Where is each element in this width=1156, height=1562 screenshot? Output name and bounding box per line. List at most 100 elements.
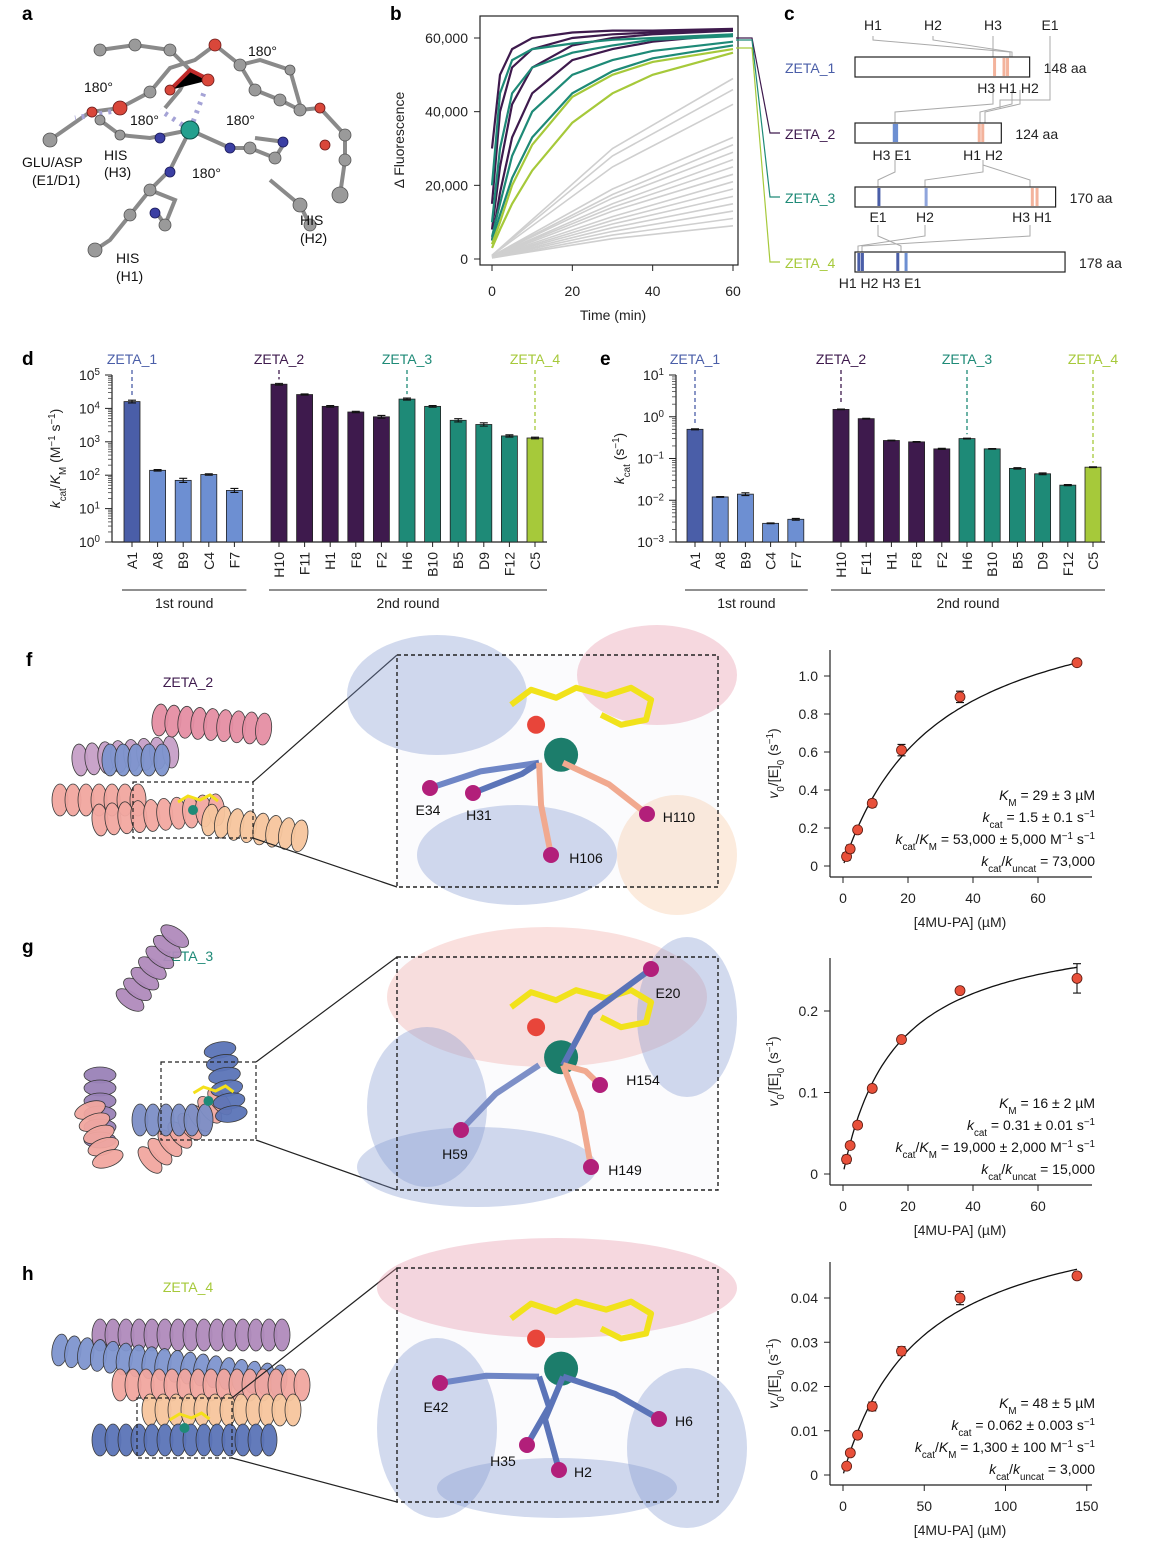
residue-mark bbox=[892, 124, 896, 142]
rotation-label: 180° bbox=[192, 165, 221, 181]
connector-line bbox=[877, 225, 902, 252]
text-part: −1 bbox=[765, 1041, 776, 1052]
text-part: cat bbox=[974, 1128, 987, 1139]
variant-label: ZETA_4 bbox=[1068, 351, 1119, 367]
y-tick-label: 105 bbox=[79, 367, 101, 384]
bar-F8 bbox=[908, 441, 925, 543]
background-helix bbox=[377, 1338, 497, 1518]
residue-sticks bbox=[560, 966, 653, 1067]
error-bar bbox=[988, 447, 997, 450]
residue-labels: H3 H1 bbox=[1012, 209, 1052, 225]
zoom-box bbox=[160, 1061, 257, 1141]
residue-mark bbox=[857, 253, 861, 271]
series-line-other-variants bbox=[491, 158, 734, 258]
x-tick-label: 40 bbox=[965, 890, 981, 906]
variant-label: ZETA_2 bbox=[254, 351, 305, 367]
text-part: −1 bbox=[1084, 1139, 1095, 1150]
bar-C5 bbox=[1084, 466, 1102, 543]
error-bar bbox=[912, 440, 921, 443]
michaelis-menten-fit bbox=[843, 662, 1078, 864]
x-tick-label: A8 bbox=[712, 552, 728, 569]
text-part: = 0.31 ± 0.01 s bbox=[987, 1117, 1084, 1133]
text-part: ) bbox=[765, 1338, 781, 1343]
protein-bar bbox=[854, 251, 1066, 273]
x-tick-label: C4 bbox=[201, 552, 217, 570]
bar-C4 bbox=[200, 474, 218, 543]
helix bbox=[91, 1423, 278, 1457]
bar-F11 bbox=[296, 394, 314, 543]
rotation-label: 180° bbox=[130, 112, 159, 128]
text-part: k bbox=[611, 476, 627, 484]
text-part: = 53,000 ± 5,000 M bbox=[937, 831, 1062, 847]
zeta2-structure: ZETA_2 E34 H31 H106 H110 bbox=[51, 625, 737, 915]
metal-ion bbox=[203, 1096, 214, 1106]
residue-sticks bbox=[560, 1064, 594, 1168]
connector-line bbox=[894, 90, 994, 123]
text-part: M bbox=[948, 1450, 956, 1461]
panel-label-c: c bbox=[784, 4, 795, 25]
variant-label: ZETA_3 bbox=[942, 351, 993, 367]
series-line-zeta_3 bbox=[490, 44, 734, 241]
text-part: M bbox=[1008, 1106, 1016, 1117]
data-point bbox=[896, 1345, 907, 1357]
residue-label: H59 bbox=[442, 1146, 468, 1162]
text-part: ) bbox=[765, 1036, 781, 1041]
x-axis-label: [4MU-PA] (µM) bbox=[914, 1522, 1007, 1538]
series-line-zeta_3 bbox=[490, 40, 734, 238]
series-line-other-variants bbox=[491, 151, 734, 257]
variant-label: ZETA_1 bbox=[670, 351, 721, 367]
round-label: 1st round bbox=[155, 595, 213, 611]
text-part: −2 bbox=[653, 492, 664, 503]
series-line-zeta_2 bbox=[490, 27, 734, 149]
residue-label: H106 bbox=[569, 850, 603, 866]
connector-line bbox=[924, 160, 984, 187]
bar-D9 bbox=[1034, 473, 1051, 543]
rotation-label: 180° bbox=[226, 112, 255, 128]
text-part: −1 bbox=[653, 450, 664, 461]
residue-mark bbox=[1035, 188, 1039, 206]
text-part: k bbox=[989, 1461, 997, 1477]
helix-turn bbox=[160, 924, 190, 948]
data-point bbox=[844, 843, 856, 855]
data-point bbox=[866, 797, 878, 809]
series-line-zeta_4 bbox=[490, 51, 734, 249]
error-bar bbox=[862, 417, 871, 420]
text-part: k bbox=[981, 853, 989, 869]
text-part: M bbox=[58, 467, 69, 475]
c-alpha-sphere bbox=[465, 785, 481, 801]
helix-turn bbox=[290, 819, 309, 853]
text-part: /[E] bbox=[765, 765, 781, 786]
text-part: cat bbox=[58, 488, 69, 501]
x-tick-label: F12 bbox=[501, 552, 517, 576]
error-bar bbox=[716, 496, 725, 498]
error-bar bbox=[887, 439, 896, 442]
y-tick-label: 100 bbox=[643, 408, 665, 425]
residue-mark bbox=[896, 253, 900, 271]
bar-A8 bbox=[149, 469, 167, 543]
helix-turn bbox=[215, 1105, 248, 1123]
text-part: 10 bbox=[643, 409, 659, 425]
text-part: /[E] bbox=[765, 1375, 781, 1396]
text-part: = 0.062 ± 0.003 s bbox=[971, 1417, 1083, 1433]
zeta3-kinetics-chart: 00.10.20 20 40 60[4MU-PA] (µM)v0/[E]0 (s−1)… bbox=[765, 958, 1095, 1238]
text-part: / bbox=[1009, 1461, 1013, 1477]
residue-sticks bbox=[561, 760, 649, 817]
connector-line bbox=[877, 160, 896, 187]
y-tick-label: 0.03 bbox=[791, 1334, 818, 1350]
text-part: 3 bbox=[95, 433, 101, 444]
bar-D9 bbox=[475, 424, 493, 543]
y-tick-label: 0.02 bbox=[791, 1379, 818, 1395]
michaelis-menten-fit bbox=[843, 966, 1078, 1170]
series-line-other-variants bbox=[491, 217, 734, 259]
kinetic-parameter: kcat/kuncat = 15,000 bbox=[981, 1161, 1095, 1183]
error-bar bbox=[351, 410, 360, 414]
text-part: 10 bbox=[637, 451, 653, 467]
bar-C5 bbox=[526, 437, 544, 543]
text-part: −1 bbox=[765, 733, 776, 744]
residue-mark bbox=[924, 188, 928, 206]
series-line-other-variants bbox=[491, 77, 734, 256]
residue-label: H2 bbox=[574, 1464, 592, 1480]
error-bar bbox=[230, 487, 239, 494]
x-tick-label: A1 bbox=[687, 552, 703, 569]
series-line-zeta_3 bbox=[490, 35, 734, 223]
